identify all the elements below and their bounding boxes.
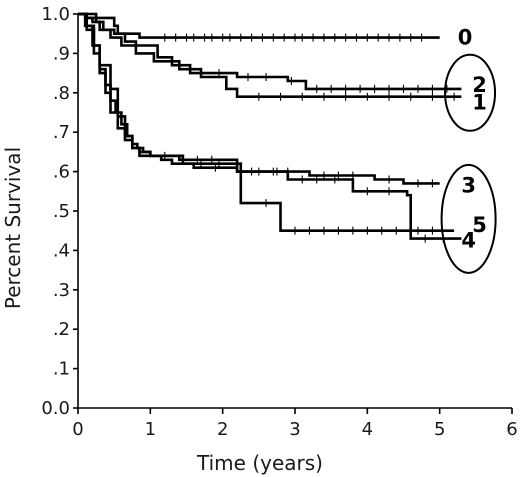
y-tick-label: .7 bbox=[53, 122, 70, 143]
y-tick-label: .6 bbox=[53, 162, 70, 183]
survival-curve-2 bbox=[78, 12, 462, 91]
x-axis-title: Time (years) bbox=[196, 451, 323, 475]
survival-curve-0 bbox=[78, 12, 440, 39]
y-tick-label: .8 bbox=[53, 83, 70, 104]
x-tick-label: 0 bbox=[72, 419, 83, 440]
survival-curves bbox=[78, 12, 462, 243]
y-tick-label: .3 bbox=[53, 280, 70, 301]
y-tick-label: .5 bbox=[53, 201, 70, 222]
x-tick-label: 4 bbox=[362, 419, 373, 440]
curve-label-3: 3 bbox=[461, 173, 476, 197]
x-tick-label: 3 bbox=[289, 419, 300, 440]
survival-curve-1 bbox=[78, 12, 462, 98]
y-tick-label: .9 bbox=[53, 43, 70, 64]
curve-label-1: 1 bbox=[472, 91, 487, 115]
x-tick-label: 1 bbox=[145, 419, 156, 440]
x-tick-label: 2 bbox=[217, 419, 228, 440]
y-axis-title: Percent Survival bbox=[1, 147, 25, 309]
curve-label-4: 4 bbox=[461, 229, 476, 253]
group-ellipse-1-2 bbox=[444, 53, 497, 132]
group-ellipse-3-4-5 bbox=[440, 163, 497, 274]
curve-label-2: 2 bbox=[472, 73, 487, 97]
axes: 0.0.1.2.3.4.5.6.7.8.91.00 1 2 3 4 5 6 bbox=[41, 4, 517, 440]
survival-curve-4 bbox=[78, 12, 455, 232]
curve-label-5: 5 bbox=[472, 213, 487, 237]
x-tick-label: 6 bbox=[506, 419, 517, 440]
curve-labels: 0 12 3 45 bbox=[440, 26, 497, 274]
x-tick-label: 5 bbox=[434, 419, 445, 440]
curve-label-0: 0 bbox=[458, 26, 473, 50]
y-tick-label: 0.0 bbox=[41, 398, 70, 419]
y-tick-label: .2 bbox=[53, 319, 70, 340]
y-tick-label: 1.0 bbox=[41, 4, 70, 25]
y-tick-label: .4 bbox=[53, 240, 70, 261]
survival-curve-5 bbox=[78, 12, 462, 240]
y-tick-label: .1 bbox=[53, 359, 70, 380]
